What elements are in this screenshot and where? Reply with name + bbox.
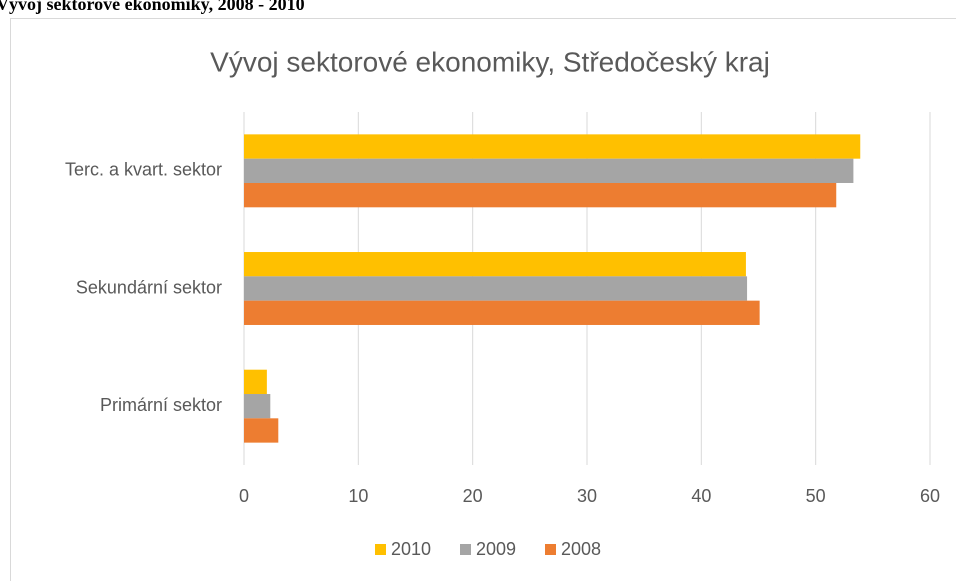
legend-label: 2009 (476, 539, 516, 559)
legend-label: 2010 (391, 539, 431, 559)
bar (244, 182, 837, 208)
bar (244, 252, 746, 277)
bar (244, 276, 748, 301)
legend-swatch (545, 544, 556, 555)
y-tick-label: Primární sektor (100, 395, 222, 415)
legend-label: 2008 (561, 539, 601, 559)
x-tick-label: 60 (920, 486, 940, 506)
y-tick-label: Sekundární sektor (76, 277, 222, 297)
x-tick-label: 40 (691, 486, 711, 506)
bar (244, 394, 271, 419)
bar (244, 418, 279, 443)
x-tick-label: 20 (463, 486, 483, 506)
legend-swatch (460, 544, 471, 555)
bar (244, 369, 267, 395)
bar (244, 158, 854, 183)
chart-title: Vývoj sektorové ekonomiky, Středočeský k… (210, 46, 770, 77)
bar (244, 134, 861, 159)
x-tick-label: 30 (577, 486, 597, 506)
y-tick-label: Terc. a kvart. sektor (65, 160, 222, 180)
caption: Vývoj sektorové ekonomiky, 2008 - 2010 (0, 0, 305, 14)
legend-swatch (375, 544, 386, 555)
x-tick-label: 10 (348, 486, 368, 506)
x-tick-label: 50 (806, 486, 826, 506)
bar (244, 300, 760, 325)
x-tick-label: 0 (239, 486, 249, 506)
